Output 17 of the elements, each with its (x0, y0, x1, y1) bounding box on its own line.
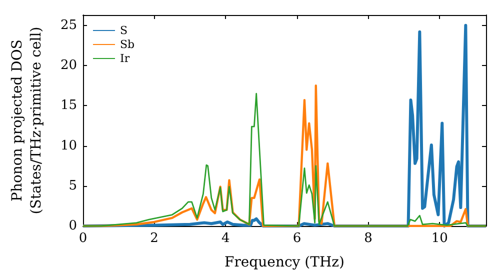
x-tick-label: 2 (150, 231, 158, 246)
x-axis-title: Frequency (THz) (224, 254, 345, 270)
legend-label: S (120, 24, 128, 37)
y-tick-label: 15 (60, 98, 77, 114)
legend-label: Sb (120, 38, 135, 51)
x-tick-label: 6 (292, 231, 302, 246)
y-tick-label: 10 (60, 138, 77, 154)
x-tick-label: 0 (78, 231, 88, 246)
x-tick-label: 10 (431, 231, 448, 246)
y-tick-label: 5 (68, 178, 77, 194)
y-axis-title: Phonon projected DOS (States/THz·primitive cell) (10, 26, 44, 214)
y-tick-label: 0 (68, 218, 77, 234)
x-tick-label: 4 (222, 231, 230, 246)
y-tick-label: 20 (60, 58, 77, 74)
x-tick-label: 8 (364, 231, 372, 246)
y-tick-label: 25 (60, 18, 77, 33)
legend-label: Ir (120, 52, 130, 65)
